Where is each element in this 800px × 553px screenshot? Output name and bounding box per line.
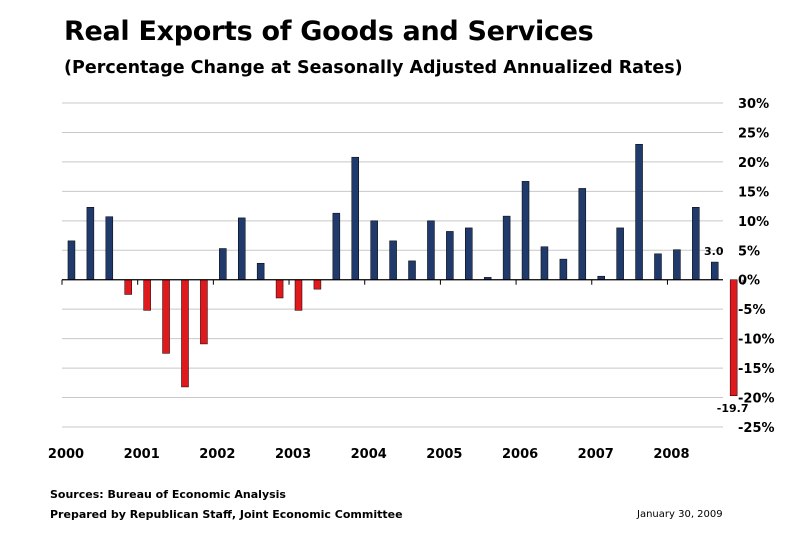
bar-2003Q1	[294, 279, 303, 311]
axes	[61, 279, 744, 285]
x-year-label-2008: 2008	[653, 447, 689, 462]
x-year-label-2006: 2006	[502, 447, 538, 462]
y-tick-label: 20%	[738, 156, 769, 171]
bar-2008Q2	[692, 207, 700, 280]
bar-2000Q4	[124, 279, 132, 295]
bar-2001Q4	[200, 279, 208, 345]
labels: 30% 25% 20% 15% 10% 5% 0% -5% -10% -15% -20% -25% 20…	[48, 97, 775, 462]
y-tick-label: 10%	[738, 215, 769, 230]
bar-2000Q1	[67, 240, 76, 280]
bar-2002Q4	[275, 279, 284, 299]
bar-2007Q3	[635, 143, 643, 280]
x-year-label-2004: 2004	[351, 447, 387, 462]
bar-2000Q2	[86, 207, 95, 280]
bar-2002Q3	[256, 262, 265, 280]
y-tick-label: -5%	[738, 303, 765, 318]
x-year-label-2005: 2005	[426, 447, 462, 462]
bar-2006Q1	[521, 181, 530, 280]
bar-2004Q3	[408, 260, 416, 280]
bar-2007Q4	[654, 253, 662, 280]
bar-2006Q2	[540, 246, 549, 280]
chart-title: Real Exports of Goods and Services	[64, 16, 594, 47]
bar-2003Q4	[351, 156, 360, 280]
x-year-label-2003: 2003	[275, 447, 311, 462]
bar-2008Q4	[729, 279, 738, 397]
data-label: 3.0	[704, 245, 724, 258]
x-year-label-2007: 2007	[578, 447, 614, 462]
bar-2008Q1	[673, 249, 681, 280]
bar-2004Q2	[389, 240, 397, 280]
y-tick-label: -15%	[738, 362, 775, 377]
bar-2001Q3	[181, 279, 189, 388]
bar-2005Q4	[502, 215, 511, 280]
bar-2001Q1	[143, 279, 151, 311]
bar-2003Q3	[332, 212, 341, 280]
bar-2005Q1	[446, 231, 454, 280]
data-label: -19.7	[717, 402, 749, 415]
bar-2006Q3	[559, 258, 568, 280]
bar-2004Q4	[427, 220, 435, 280]
bar-2000Q3	[105, 216, 114, 280]
y-tick-label: 5%	[738, 244, 760, 259]
x-year-label-2001: 2001	[124, 447, 160, 462]
y-tick-label: -10%	[738, 333, 775, 348]
bars	[67, 143, 738, 397]
y-tick-label: -20%	[738, 392, 775, 407]
bar-2001Q2	[162, 279, 170, 354]
bar-2003Q2	[313, 279, 322, 290]
bar-2004Q1	[370, 220, 378, 280]
y-tick-label: 0%	[738, 274, 760, 289]
x-year-label-2000: 2000	[48, 447, 84, 462]
bar-2002Q2	[237, 217, 246, 280]
x-year-label-2002: 2002	[199, 447, 235, 462]
bar-2005Q2	[465, 227, 473, 280]
bar-2002Q1	[219, 248, 227, 280]
y-tick-label: 25%	[738, 126, 769, 141]
chart-subtitle: (Percentage Change at Seasonally Adjuste…	[64, 58, 683, 78]
bar-2008Q3	[710, 261, 719, 280]
y-tick-label: 30%	[738, 97, 769, 112]
bar-2006Q4	[578, 188, 587, 280]
y-tick-label: -25%	[738, 421, 775, 436]
sources-note: Sources: Bureau of Economic Analysis	[50, 488, 286, 501]
publish-date: January 30, 2009	[637, 509, 723, 520]
y-tick-label: 15%	[738, 185, 769, 200]
bar-2007Q2	[616, 227, 624, 280]
prepared-by-note: Prepared by Republican Staff, Joint Econ…	[50, 508, 403, 521]
